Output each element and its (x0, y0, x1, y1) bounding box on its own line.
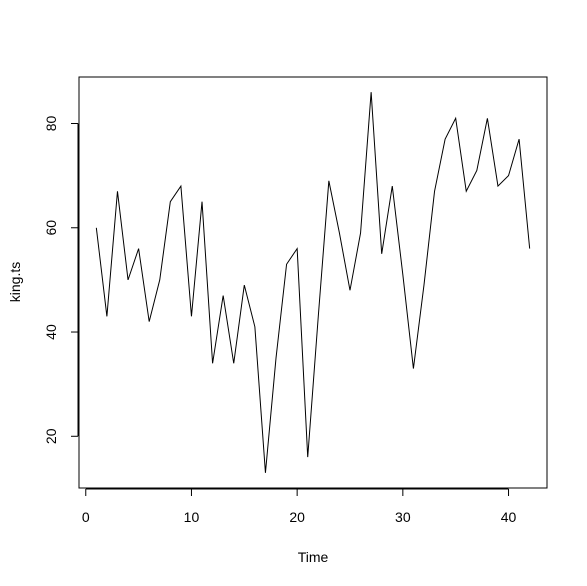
x-axis-label: Time (298, 549, 329, 565)
x-tick-label: 30 (395, 509, 411, 525)
x-tick-label: 10 (184, 509, 200, 525)
y-tick-label: 40 (43, 324, 59, 340)
x-axis: 0 10 20 30 40 (82, 488, 517, 525)
y-tick-label: 60 (43, 220, 59, 236)
y-axis: 20 40 60 80 (43, 116, 79, 444)
y-axis-label: king.ts (7, 262, 23, 302)
series-line (95, 92, 531, 473)
x-tick-label: 20 (289, 509, 305, 525)
x-tick-label: 0 (82, 509, 90, 525)
y-tick-label: 20 (43, 428, 59, 444)
x-tick-label: 40 (501, 509, 517, 525)
plot-box (78, 76, 548, 489)
y-tick-label: 80 (43, 116, 59, 132)
